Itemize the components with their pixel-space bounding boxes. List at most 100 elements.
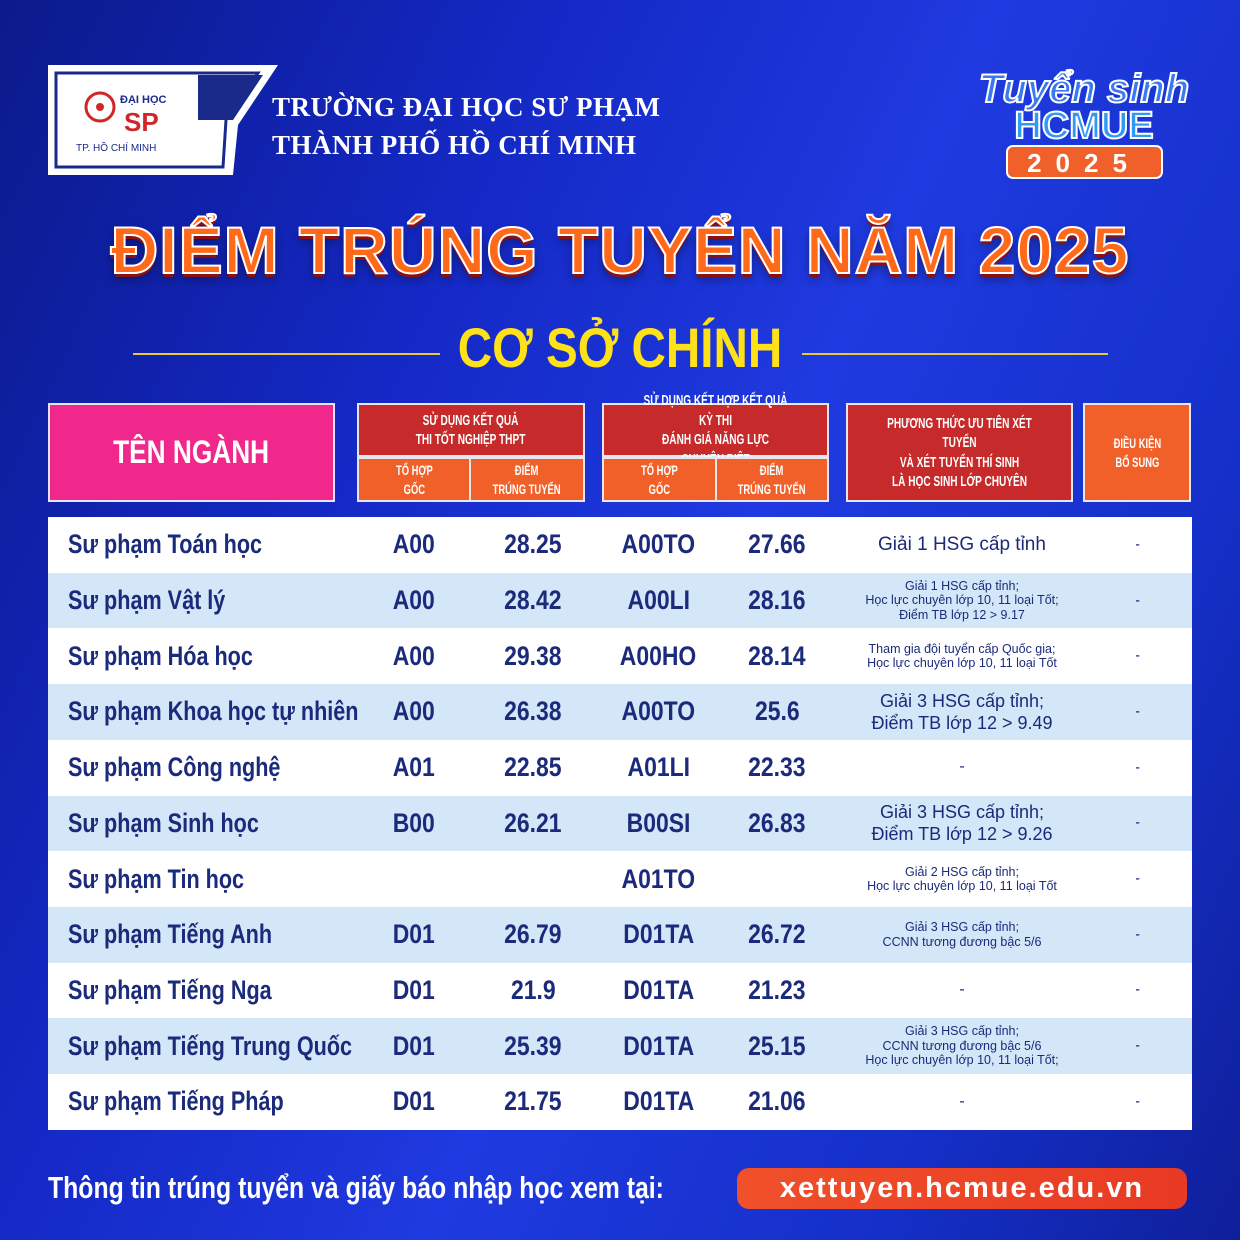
logo-text-bottom: TP. HỒ CHÍ MINH <box>76 141 156 154</box>
combo-dgnl-text: A00TO <box>621 529 696 560</box>
table-row: Sư phạm Công nghệ A01 22.85 A01LI 22.33 - - <box>48 740 1192 796</box>
major-name-text: Sư phạm Khoa học tự nhiên <box>68 696 359 727</box>
divider-right <box>802 353 1108 355</box>
extra-condition: - <box>1083 684 1192 740</box>
major-name-text: Sư phạm Sinh học <box>68 807 259 838</box>
condition-line: Học lực chuyên lớp 10, 11 loại Tốt; <box>865 593 1059 608</box>
score-thpt <box>478 851 588 907</box>
score-thpt: 28.25 <box>478 517 588 573</box>
header-score-2: ĐIỂM TRÚNG TUYỂN <box>715 457 829 502</box>
condition-line: Giải 1 HSG cấp tỉnh <box>878 533 1046 555</box>
svg-text:Tuyển sinh: Tuyển sinh <box>979 67 1189 111</box>
score-thpt: 21.75 <box>478 1074 588 1130</box>
combo-dgnl-text: D01TA <box>622 919 695 950</box>
condition-line: Điểm TB lớp 12 > 9.17 <box>899 607 1025 622</box>
combo-dgnl: D01TA <box>601 1074 716 1130</box>
score-thpt: 21.9 <box>478 963 588 1019</box>
school-name: TRƯỜNG ĐẠI HỌC SƯ PHẠM THÀNH PHỐ HỒ CHÍ … <box>272 88 661 164</box>
priority-condition: - <box>847 740 1077 796</box>
condition-line: CCNN tương đương bậc 5/6 <box>882 934 1042 949</box>
extra-condition: - <box>1083 963 1192 1019</box>
score-thpt: 26.38 <box>478 684 588 740</box>
major-name: Sư phạm Tiếng Pháp <box>68 1074 338 1130</box>
priority-condition: Giải 3 HSG cấp tỉnh; CCNN tương đương bậc… <box>847 907 1077 963</box>
score-thpt-text: 26.21 <box>504 807 562 838</box>
combo-dgnl: A00TO <box>601 517 716 573</box>
header-extra: ĐIỀU KIỆN BỔ SUNG <box>1083 403 1191 502</box>
major-name: Sư phạm Vật lý <box>68 573 265 629</box>
priority-condition: Tham gia đội tuyển cấp Quốc gia; Học lực … <box>847 628 1077 684</box>
major-name-text: Sư phạm Vật lý <box>68 585 226 616</box>
university-logo: ĐẠI HỌC SP TP. HỒ CHÍ MINH <box>48 65 278 175</box>
extra-condition: - <box>1083 796 1192 852</box>
svg-text:2025: 2025 <box>1027 148 1141 178</box>
condition-line: Điểm TB lớp 12 > 9.49 <box>871 712 1053 733</box>
score-dgnl-text: 21.23 <box>748 974 806 1005</box>
priority-condition: Giải 1 HSG cấp tỉnh <box>847 517 1077 573</box>
score-thpt-text: 28.25 <box>504 529 562 560</box>
priority-condition: - <box>847 963 1077 1019</box>
score-dgnl: 22.33 <box>720 740 834 796</box>
extra-condition-text: - <box>1135 535 1140 553</box>
score-thpt-text: 22.85 <box>504 752 562 783</box>
condition-line: Giải 1 HSG cấp tỉnh; <box>905 578 1019 593</box>
extra-condition-text: - <box>1135 702 1140 720</box>
score-dgnl-text: 26.83 <box>748 807 806 838</box>
score-thpt: 26.21 <box>478 796 588 852</box>
major-name: Sư phạm Hóa học <box>68 628 299 684</box>
major-name: Sư phạm Công nghệ <box>68 740 334 796</box>
condition-line: Điểm TB lớp 12 > 9.26 <box>871 824 1053 845</box>
combo-thpt <box>358 851 470 907</box>
admission-link[interactable]: xettuyen.hcmue.edu.vn <box>737 1168 1187 1209</box>
extra-condition: - <box>1083 851 1192 907</box>
combo-thpt: D01 <box>358 963 470 1019</box>
combo-dgnl: D01TA <box>601 1018 716 1074</box>
header-group-dgnl: SỬ DỤNG KẾT HỢP KẾT QUẢ KỲ THI ĐÁNH GIÁ N… <box>602 392 829 468</box>
condition-line: Học lực chuyên lớp 10, 11 loại Tốt <box>867 656 1057 671</box>
condition-line: Giải 3 HSG cấp tỉnh; <box>879 802 1045 823</box>
extra-condition-text: - <box>1135 647 1140 665</box>
table-row: Sư phạm Khoa học tự nhiên A00 26.38 A00TO 25… <box>48 684 1192 740</box>
condition-line: Tham gia đội tuyển cấp Quốc gia; <box>868 641 1056 656</box>
extra-condition-text: - <box>1135 814 1140 832</box>
combo-thpt: D01 <box>358 1018 470 1074</box>
condition-line: - <box>959 758 965 776</box>
major-name: Sư phạm Tiếng Anh <box>68 907 323 963</box>
combo-thpt-text: D01 <box>392 919 436 950</box>
logo-text-mid: SP <box>124 107 159 137</box>
score-thpt-text: 21.9 <box>510 974 556 1005</box>
score-dgnl-text: 25.15 <box>748 1030 806 1061</box>
score-dgnl <box>720 851 834 907</box>
extra-condition: - <box>1083 1018 1192 1074</box>
header-group-thpt: SỬ DỤNG KẾT QUẢ THI TỐT NGHIỆP THPT <box>357 403 585 457</box>
combo-thpt-text: D01 <box>392 1086 436 1117</box>
score-thpt: 26.79 <box>478 907 588 963</box>
combo-thpt-text: A00 <box>392 529 436 560</box>
score-thpt: 25.39 <box>478 1018 588 1074</box>
score-thpt-text: 26.38 <box>504 696 562 727</box>
score-dgnl: 21.23 <box>720 963 834 1019</box>
combo-thpt: B00 <box>358 796 470 852</box>
table-row: Sư phạm Hóa học A00 29.38 A00HO 28.14 - Tham g… <box>48 628 1192 684</box>
combo-thpt: A00 <box>358 684 470 740</box>
extra-condition-text: - <box>1135 870 1140 888</box>
footer-text: Thông tin trúng tuyển và giấy báo nhập h… <box>48 1170 664 1205</box>
combo-dgnl: A00LI <box>601 573 716 629</box>
logo-text-top: ĐẠI HỌC <box>120 94 167 106</box>
combo-thpt: D01 <box>358 907 470 963</box>
combo-dgnl: A01TO <box>601 851 716 907</box>
score-dgnl-text: 26.72 <box>748 919 806 950</box>
combo-dgnl-text: A01LI <box>627 752 690 783</box>
combo-thpt-text: A01 <box>392 752 436 783</box>
combo-dgnl-text: A00LI <box>627 585 690 616</box>
header-combo-1: TỔ HỢP GỐC <box>357 457 471 502</box>
combo-dgnl: D01TA <box>601 907 716 963</box>
score-thpt-text: 21.75 <box>504 1086 562 1117</box>
score-thpt-text: 26.79 <box>504 919 562 950</box>
major-name-text: Sư phạm Tiếng Trung Quốc <box>68 1030 353 1061</box>
major-name: Sư phạm Khoa học tự nhiên <box>68 684 431 740</box>
combo-thpt-text: D01 <box>392 1030 436 1061</box>
condition-line: - <box>959 1092 965 1110</box>
combo-dgnl-text: A01TO <box>621 863 696 894</box>
combo-dgnl-text: B00SI <box>626 807 691 838</box>
